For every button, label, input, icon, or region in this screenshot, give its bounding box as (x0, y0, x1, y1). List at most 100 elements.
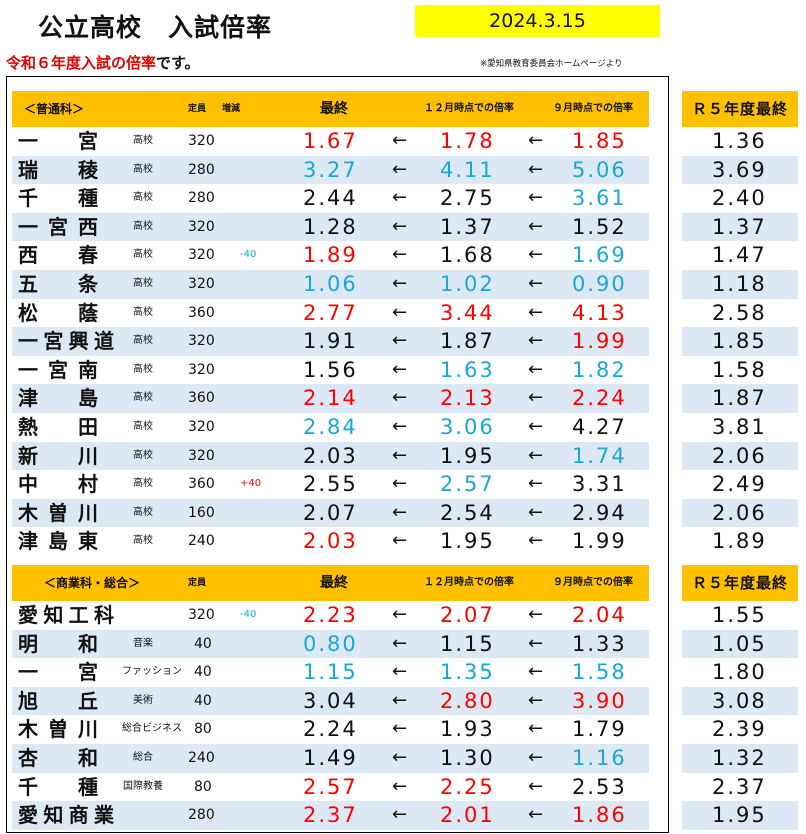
r5-row: 2.49 (682, 470, 798, 499)
september-column-header: ９月時点での倍率 (553, 577, 633, 588)
december-ratio: 1.87 (440, 329, 495, 354)
arrow-icon: ← (528, 689, 544, 711)
arrow-icon: ← (528, 473, 544, 495)
arrow-icon: ← (528, 747, 544, 768)
school-name: 西春 (18, 241, 98, 270)
arrow-icon: ← (528, 301, 544, 323)
arrow-icon: ← (392, 501, 408, 523)
december-ratio: 1.95 (440, 443, 495, 468)
capacity-value: 320 (188, 333, 215, 350)
r5-row: 1.55 (682, 601, 798, 630)
final-ratio: 1.89 (303, 243, 358, 268)
arrow-icon: ← (392, 718, 408, 740)
december-ratio: 1.30 (440, 746, 495, 770)
capacity-value: 40 (194, 692, 212, 709)
school-type: 高校 (133, 220, 153, 232)
r5-ratio: 1.89 (712, 529, 767, 554)
school-name-char: 明 (18, 631, 38, 656)
table-row: 津島高校 360 2.14 ← 2.13 ← 2.24 (12, 384, 649, 413)
section-title: ＜商業科・総合＞ (44, 576, 141, 590)
capacity-value: 40 (194, 635, 212, 652)
september-ratio: 3.31 (572, 472, 627, 497)
school-name: 一宮 (18, 658, 98, 687)
december-ratio: 1.68 (440, 243, 495, 268)
final-ratio: 2.77 (303, 300, 358, 325)
arrow-icon: ← (528, 632, 544, 654)
school-name-char: 道 (93, 329, 114, 354)
r5-row: 2.39 (682, 715, 798, 744)
school-name-char: 宮 (78, 660, 98, 685)
arrow-icon: ← (528, 158, 544, 180)
school-name-char: 知 (43, 803, 64, 828)
september-ratio: 1.74 (572, 443, 627, 468)
arrow-icon: ← (392, 330, 408, 352)
december-ratio: 1.63 (440, 357, 495, 382)
arrow-icon: ← (528, 330, 544, 352)
september-ratio: 1.86 (572, 803, 627, 828)
table-row: 熱田高校 320 2.84 ← 3.06 ← 4.27 (12, 413, 649, 442)
table-row: 五条高校 320 1.06 ← 1.02 ← 0.90 (12, 270, 649, 299)
arrow-icon: ← (392, 632, 408, 654)
capacity-value: 360 (188, 304, 215, 321)
september-ratio: 1.99 (572, 529, 627, 554)
school-name: 木曽川 (18, 499, 98, 528)
arrow-icon: ← (392, 158, 408, 180)
school-name-char: 五 (18, 272, 38, 296)
school-name: 松蔭 (18, 299, 98, 328)
table-row: 一宮高校 320 1.67 ← 1.78 ← 1.85 (12, 127, 649, 156)
school-name-char: 村 (78, 472, 98, 497)
school-name-char: 商 (68, 803, 89, 828)
school-type: 高校 (133, 449, 153, 461)
arrow-icon: ← (392, 416, 408, 437)
change-column-header: 増減 (222, 104, 241, 114)
school-type: 高校 (133, 363, 153, 375)
final-ratio: 1.49 (303, 746, 358, 770)
school-name: 杏和 (18, 744, 98, 773)
capacity-value: 80 (194, 778, 212, 795)
table-row: 木曽川 総合ビジネス 80 2.24 ← 1.93 ← 1.79 (12, 715, 649, 744)
r5-column-header: Ｒ５年度最終 (691, 574, 788, 592)
final-ratio: 2.24 (303, 717, 358, 742)
r5-row: 1.89 (682, 527, 798, 556)
school-name-char: 津 (18, 386, 38, 411)
september-column-header: ９月時点での倍率 (553, 103, 633, 114)
december-ratio: 2.25 (440, 774, 495, 799)
arrow-icon: ← (528, 444, 544, 466)
school-type: 高校 (133, 163, 153, 175)
r5-header: Ｒ５年度最終 (682, 91, 798, 127)
arrow-icon: ← (528, 358, 544, 380)
december-ratio: 1.15 (440, 631, 495, 656)
section-title: ＜普通科＞ (24, 102, 85, 116)
r5-row: 2.40 (682, 184, 798, 213)
school-name: 旭丘 (18, 687, 98, 716)
arrow-icon: ← (528, 187, 544, 209)
school-name-char: 宮 (48, 357, 68, 382)
table-row: 千種高校 280 2.44 ← 2.75 ← 3.61 (12, 184, 649, 213)
school-name-char: 稜 (78, 157, 98, 182)
r5-row: 1.47 (682, 241, 798, 270)
subtitle-suffix: です。 (156, 54, 200, 72)
r5-ratio: 2.06 (712, 500, 767, 525)
arrow-icon: ← (528, 661, 544, 683)
school-name-char: 知 (43, 603, 64, 627)
table-row: 松蔭高校 360 2.77 ← 3.44 ← 4.13 (12, 299, 649, 328)
school-name-char: 瑞 (18, 157, 38, 182)
final-ratio: 1.56 (303, 357, 358, 382)
r5-ratio: 1.05 (712, 631, 767, 656)
school-type: 高校 (133, 335, 153, 347)
september-ratio: 4.27 (572, 415, 627, 439)
r5-column-header: Ｒ５年度最終 (691, 100, 788, 118)
final-ratio: 2.23 (303, 603, 358, 627)
september-ratio: 2.94 (572, 500, 627, 525)
school-type: 総合 (133, 752, 153, 763)
school-name-char: 松 (18, 300, 38, 325)
capacity-change: -40 (240, 249, 257, 261)
table-row: 愛知工科 320 -40 2.23 ← 2.07 ← 2.04 (12, 601, 649, 630)
school-name-char: 科 (93, 603, 114, 627)
capacity-value: 160 (188, 504, 215, 521)
r5-row: 1.87 (682, 384, 798, 413)
final-ratio: 3.27 (303, 157, 358, 182)
table-row: 一宮ファッション 40 1.15 ← 1.35 ← 1.58 (12, 658, 649, 687)
school-name-char: 愛 (18, 803, 38, 828)
school-name: 愛知商業 (18, 801, 114, 830)
